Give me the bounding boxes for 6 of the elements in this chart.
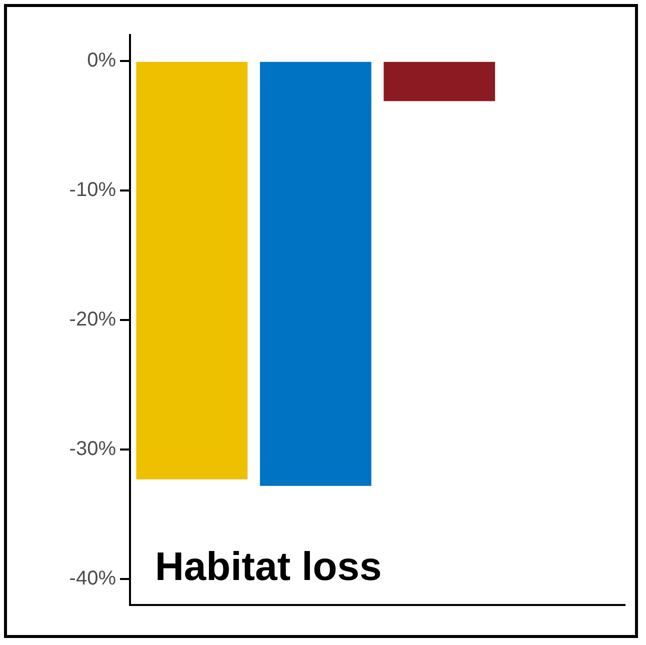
y-tick-label: -20%: [69, 308, 116, 331]
annotation: Habitat loss: [155, 545, 382, 589]
y-tick-label: -40%: [69, 568, 116, 590]
y-tick-label: -10%: [69, 178, 116, 201]
y-tick-label: 0%: [87, 49, 116, 72]
y-tick-label: -30%: [69, 438, 116, 460]
